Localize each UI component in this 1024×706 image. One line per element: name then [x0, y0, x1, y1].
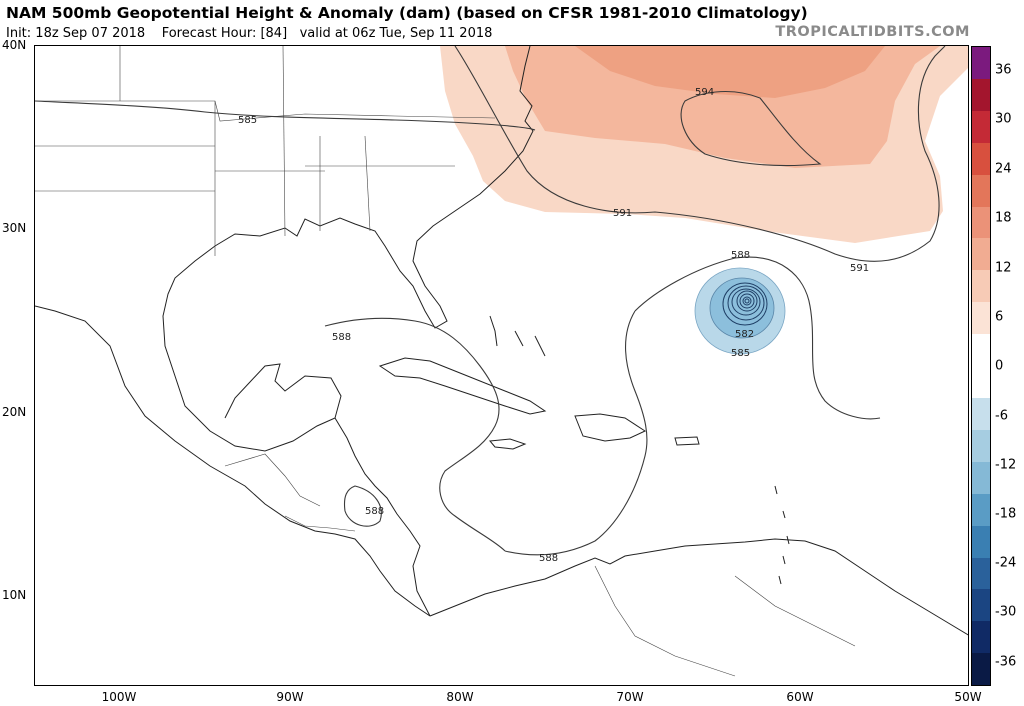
colorbar-segment [972, 334, 990, 367]
colorbar-segment [972, 206, 990, 239]
lat-label-40n: 40N [2, 38, 27, 52]
colorbar-label: 18 [995, 210, 1012, 226]
contour-588-gulf [324, 317, 506, 552]
positive-anomaly-strong [575, 46, 885, 98]
contour-label: 588 [365, 506, 384, 517]
contour-label: 588 [332, 332, 351, 343]
colorbar-segment [972, 78, 990, 111]
lon-label-60w: 60W [786, 690, 814, 704]
colorbar-segment [972, 653, 990, 686]
contour-588-caribbean [343, 485, 382, 527]
colorbar-segment [972, 397, 990, 430]
lon-label-80w: 80W [446, 690, 474, 704]
colorbar-segment [972, 493, 990, 526]
lon-label-70w: 70W [616, 690, 644, 704]
hurricane-core-contours [722, 282, 768, 326]
colorbar-segment [972, 238, 990, 271]
colorbar-segment [972, 589, 990, 622]
colorbar-segment [972, 142, 990, 175]
valid-time: valid at 06z Tue, Sep 11 2018 [299, 26, 493, 41]
colorbar-label: -18 [995, 506, 1017, 522]
colorbar-segment [972, 174, 990, 207]
map-svg: 585 594 591 591 588 588 582 585 588 588 [35, 46, 968, 677]
colorbar-label: 36 [995, 62, 1012, 78]
brand-watermark: TROPICALTIDBITS.COM [775, 24, 970, 40]
contour-588-loop [504, 310, 648, 556]
contour-594 [680, 90, 822, 167]
colorbar-label: 0 [995, 358, 1004, 374]
contour-label: 585 [238, 115, 257, 126]
colorbar-segment [972, 525, 990, 558]
colorbar-label: -6 [995, 408, 1008, 424]
contour-588-east [634, 256, 881, 420]
colorbar-label: -36 [995, 654, 1017, 670]
colorbar-segment [972, 429, 990, 462]
colorbar-label: 6 [995, 309, 1004, 325]
forecast-hour: Forecast Hour: [84] [161, 26, 288, 41]
contour-label: 588 [539, 553, 558, 564]
colorbar-segment [972, 47, 990, 79]
contour-585-north [35, 100, 536, 131]
colorbar-segment [972, 110, 990, 143]
lat-label-20n: 20N [2, 405, 27, 419]
contour-label: 585 [731, 348, 750, 359]
contour-label: 582 [735, 329, 754, 340]
colorbar-segment [972, 461, 990, 494]
lat-label-10n: 10N [2, 588, 27, 602]
colorbar-segment [972, 270, 990, 303]
anomaly-colorbar [971, 46, 991, 686]
height-contours [35, 46, 946, 556]
lat-label-30n: 30N [2, 221, 27, 235]
contour-591 [454, 46, 946, 262]
map-title: NAM 500mb Geopotential Height & Anomaly … [6, 4, 808, 22]
colorbar-segment [972, 302, 990, 335]
contour-label: 594 [695, 87, 714, 98]
init-time: Init: 18z Sep 07 2018 [6, 26, 146, 41]
coastlines [35, 46, 968, 636]
colorbar-label: -24 [995, 555, 1017, 571]
lon-label-100w: 100W [101, 690, 137, 704]
map-subtitle: Init: 18z Sep 07 2018 Forecast Hour: [84… [6, 26, 492, 41]
map-panel: 585 594 591 591 588 588 582 585 588 588 [34, 45, 969, 686]
colorbar-label: -30 [995, 604, 1017, 620]
colorbar-segment [972, 621, 990, 654]
lon-label-90w: 90W [276, 690, 304, 704]
colorbar-label: -12 [995, 457, 1017, 473]
colorbar-label: 12 [995, 260, 1012, 276]
contour-label: 591 [850, 263, 869, 274]
colorbar-segment [972, 557, 990, 590]
lon-label-50w: 50W [954, 690, 982, 704]
contour-label: 591 [613, 208, 632, 219]
colorbar-label: 24 [995, 161, 1012, 177]
contour-label: 588 [731, 250, 750, 261]
political-borders [35, 46, 856, 677]
colorbar-segment [972, 366, 990, 398]
colorbar-label: 30 [995, 111, 1012, 127]
